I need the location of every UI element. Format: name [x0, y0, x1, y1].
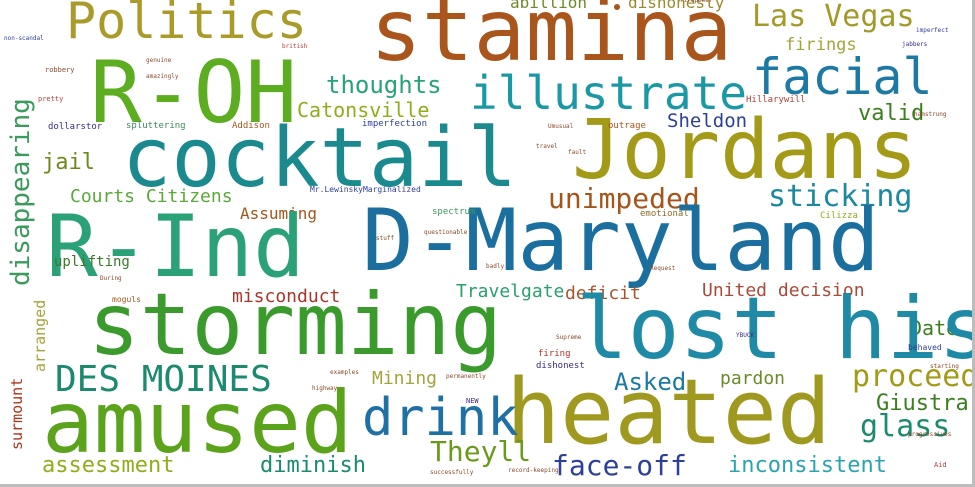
word-dishonesty: dishonesty [628, 0, 725, 12]
word-spectrum: spectrum [432, 207, 476, 217]
word-dishonest: dishonest [536, 361, 585, 371]
word-pardon: pardon [720, 368, 786, 389]
word-inconsistent: inconsistent [728, 453, 887, 478]
word-hamstrung: hamstrung [914, 111, 947, 118]
word-firing: firing [538, 349, 571, 359]
word-asked: Asked [614, 368, 687, 396]
word-during: During [100, 275, 122, 282]
word-outrage: outrage [608, 121, 646, 131]
word-hillarywill: Hillarywill [746, 95, 806, 105]
word-uplifting: uplifting [54, 254, 130, 270]
word-sticking: sticking [768, 179, 913, 214]
word-proceed: proceed [852, 359, 975, 394]
word-request: Request [650, 265, 676, 272]
word-starting: starting [930, 363, 959, 370]
word-permanently: permanently [446, 373, 486, 380]
word-abillion: abillion [510, 0, 588, 12]
word-addison: Addison [232, 121, 270, 131]
word-drink: drink [362, 388, 519, 448]
word-emotional: emotional [640, 209, 689, 219]
word-thoughts: thoughts [326, 71, 442, 99]
word-spluttering: spluttering [126, 121, 186, 131]
word-courts-citizens: Courts Citizens [70, 186, 233, 207]
word-highway: highway [312, 385, 338, 392]
word-united-decision: United decision [702, 280, 865, 301]
word-glass: glass [860, 409, 951, 444]
word-fault: fault [568, 149, 587, 156]
word-ybuck: YBUCK [736, 332, 755, 339]
word-genuine: genuine [146, 57, 172, 64]
word-robbery: robbery [45, 66, 75, 74]
word-face-off: face-off [552, 449, 687, 482]
word-storming: storming [88, 275, 503, 375]
word-progressives: progressives [908, 431, 952, 438]
word-facial: facial [752, 48, 933, 106]
word-misconduct: misconduct [232, 286, 341, 307]
word-moguls: moguls [112, 295, 141, 304]
word-date: Date [910, 316, 959, 340]
bullet-dot [614, 4, 620, 10]
word-examples: examples [330, 369, 359, 376]
word-nonscandal: non-scandal [4, 35, 44, 42]
word-deficit: deficit [565, 283, 641, 304]
word-record-keeping: record-keeping [508, 467, 559, 474]
word-successfully: successfully [430, 469, 474, 476]
word-r-ind: R-Ind [46, 197, 305, 297]
word-unusual: Umusual [548, 123, 574, 130]
word-valid: valid [858, 101, 925, 126]
word-amazingly: amazingly [146, 73, 179, 80]
word-jail: jail [42, 150, 95, 175]
word-arranged: arranged [31, 299, 49, 372]
word-cilizza: Cilizza [820, 211, 858, 221]
word-questionable: questionable [424, 229, 468, 236]
word-amused: amused [42, 373, 353, 473]
word-mining: Mining [372, 368, 438, 389]
word-theyll: Theyll [430, 435, 532, 468]
word-sheldon: Sheldon [667, 110, 748, 132]
word-stamina: stamina [370, 0, 733, 81]
word-firepower: firepower [680, 0, 713, 4]
word-british: british [282, 43, 308, 50]
word-catonsville: Catonsville [297, 98, 430, 122]
word-pretty: pretty [38, 95, 64, 103]
word-supreme: Supreme [556, 334, 582, 341]
word-behaved: behaved [908, 343, 942, 352]
word-mclewinsky: Mr.LewinskyMarginalized [310, 185, 421, 194]
word-travelgate: Travelgate [456, 281, 565, 302]
word-jabbers: jabbers [902, 41, 928, 48]
word-dollarstor: dollarstor [48, 122, 103, 132]
word-firings: firings [785, 35, 857, 55]
word-assessment: assessment [42, 453, 175, 478]
word-jordans: Jordans [572, 103, 918, 198]
word-las-vegas: Las Vegas [752, 0, 915, 34]
word-disappearing: disappearing [6, 98, 36, 286]
word-cocktail: cocktail [122, 111, 517, 206]
word-travel: travel [536, 143, 558, 150]
word-surmount: surmount [8, 377, 26, 450]
word-heated: heated [506, 360, 832, 465]
word-giustra: Giustra [876, 391, 969, 416]
word-stuff: stuff [376, 235, 395, 242]
word-des-moines: DES MOINES [55, 359, 272, 400]
word-politics: Politics [66, 0, 307, 50]
word-lost-his: lost his [576, 279, 975, 379]
word-new: NEW [466, 397, 479, 405]
word-illustrate: illustrate [470, 66, 747, 120]
word-imperfect: imperfect [916, 27, 949, 34]
word-d-maryland: D-Maryland [362, 191, 880, 291]
word-aid: Aid [934, 461, 947, 469]
word-imperfection: imperfection [362, 119, 428, 129]
word-unimpeded: unimpeded [548, 182, 700, 215]
word-diminish: diminish [260, 453, 366, 478]
word-assuming: Assuming [240, 204, 318, 223]
word-r-oh: R-OH [90, 43, 298, 143]
word-badly: badly [486, 263, 505, 270]
